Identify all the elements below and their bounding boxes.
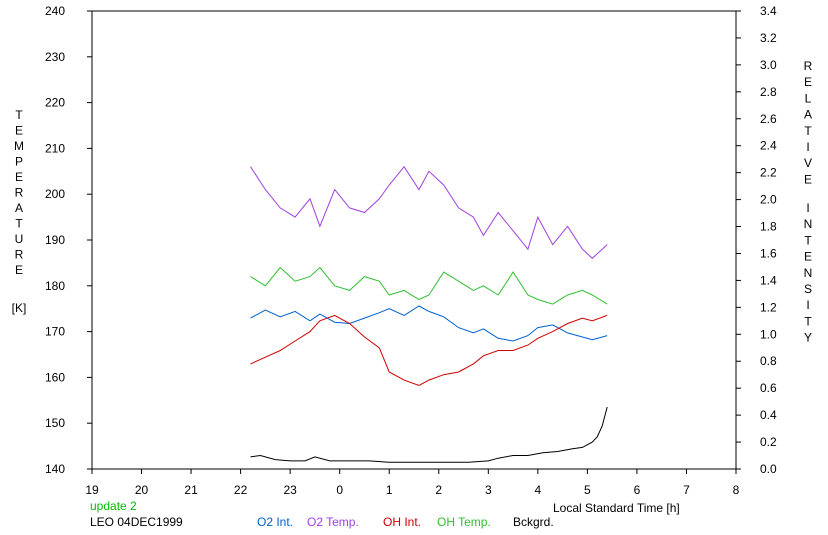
x-tick-label: 3 [485,483,492,497]
right-tick-label: 1.2 [760,300,777,314]
x-tick-label: 6 [634,483,641,497]
right-axis-label-letter: R [804,59,813,73]
right-tick-label: 0.2 [760,435,777,449]
x-tick-label: 23 [283,483,297,497]
left-axis-label-letter: R [15,248,24,262]
right-tick-label: 1.0 [760,327,777,341]
x-tick-label: 4 [535,483,542,497]
left-axis-label-letter: E [15,124,23,138]
right-tick-label: 2.8 [760,85,777,99]
left-axis-label-letter: U [15,232,24,246]
right-tick-label: 2.6 [760,112,777,126]
left-tick-label: 140 [45,462,65,476]
right-tick-label: 0.4 [760,408,777,422]
right-axis-label-letter: E [804,75,812,89]
right-axis-ticks: 0.0 0.2 0.4 0.6 0.8 1.0 1.2 1.4 1.6 1.8 2.0 2.2 2.4 2… [736,4,777,476]
left-axis-ticks: 140 150 160 170 180 190 200 210 220 230 240 [45,4,92,476]
x-tick-label: 19 [85,483,99,497]
right-axis-label-letter: Y [804,331,812,345]
x-tick-label: 22 [234,483,248,497]
left-axis-label-letter: E [15,170,23,184]
right-axis-label-letter: I [806,140,809,154]
x-axis-ticks: 19 20 21 22 23 0 1 2 3 4 5 6 7 8 [85,469,740,497]
right-tick-label: 1.6 [760,246,777,260]
x-tick-label: 7 [683,483,690,497]
series-line-0 [250,305,608,342]
x-tick-label: 21 [184,483,198,497]
legend-entry: OH Temp. [437,515,491,529]
right-tick-label: 1.4 [760,273,777,287]
right-axis-label-letter: I [806,201,809,215]
legend-entry: O2 Int. [257,515,293,529]
x-tick-label: 1 [386,483,393,497]
left-axis-label-letter: T [15,108,23,122]
left-tick-label: 180 [45,279,65,293]
legend-entry: O2 Temp. [307,515,359,529]
right-tick-label: 2.2 [760,166,777,180]
right-tick-label: 3.2 [760,31,777,45]
left-tick-label: 240 [45,4,65,18]
left-axis-label-letter: M [14,139,24,153]
series-line-3 [250,266,608,305]
right-tick-label: 3.4 [760,4,777,18]
right-axis-label-letter: N [804,266,813,280]
legend: O2 Int. O2 Temp. OH Int. OH Temp. Bckgrd. [257,515,554,529]
right-tick-label: 2.4 [760,139,777,153]
series-lines [250,165,608,463]
right-tick-label: 0.6 [760,381,777,395]
left-axis-label-letter: P [15,155,23,169]
x-tick-label: 8 [733,483,740,497]
right-tick-label: 3.0 [760,58,777,72]
legend-entry: Bckgrd. [513,515,554,529]
x-tick-label: 0 [336,483,343,497]
series-line-2 [250,314,608,387]
right-tick-label: 0.8 [760,354,777,368]
right-axis-label-letter: S [804,282,812,296]
x-tick-label: 2 [435,483,442,497]
right-tick-label: 1.8 [760,220,777,234]
right-axis-label-letter: L [805,91,812,105]
x-axis-label: Local Standard Time [h] [553,501,680,515]
series-line-1 [250,165,608,259]
left-tick-label: 210 [45,141,65,155]
right-axis-label-letter: V [804,156,812,170]
series-line-4 [250,406,608,463]
right-axis-label-letter: T [804,314,812,328]
x-tick-label: 5 [584,483,591,497]
left-axis-label-letter: A [15,201,23,215]
right-axis-label-letter: T [804,124,812,138]
status-text: update 2 [90,499,137,513]
legend-entry: OH Int. [383,515,421,529]
left-axis-unit: [K] [12,301,27,315]
left-axis-label-letter: E [15,263,23,277]
right-axis-label-letter: A [804,108,812,122]
plot-frame [91,10,737,470]
x-tick-label: 20 [135,483,149,497]
right-axis-label-letter: E [804,172,812,186]
left-tick-label: 160 [45,370,65,384]
left-tick-label: 230 [45,50,65,64]
right-tick-label: 0.0 [760,462,777,476]
left-tick-label: 200 [45,187,65,201]
left-tick-label: 170 [45,325,65,339]
right-tick-label: 2.0 [760,193,777,207]
station-label: LEO 04DEC1999 [90,515,183,529]
right-axis-label-letter: E [804,250,812,264]
left-tick-label: 220 [45,96,65,110]
left-tick-label: 190 [45,233,65,247]
right-axis-label-letter: I [806,298,809,312]
right-axis-label-letter: T [804,233,812,247]
left-axis-label-letter: R [15,186,24,200]
left-axis-label-letter: T [15,217,23,231]
right-axis-label-letter: N [804,217,813,231]
left-tick-label: 150 [45,416,65,430]
